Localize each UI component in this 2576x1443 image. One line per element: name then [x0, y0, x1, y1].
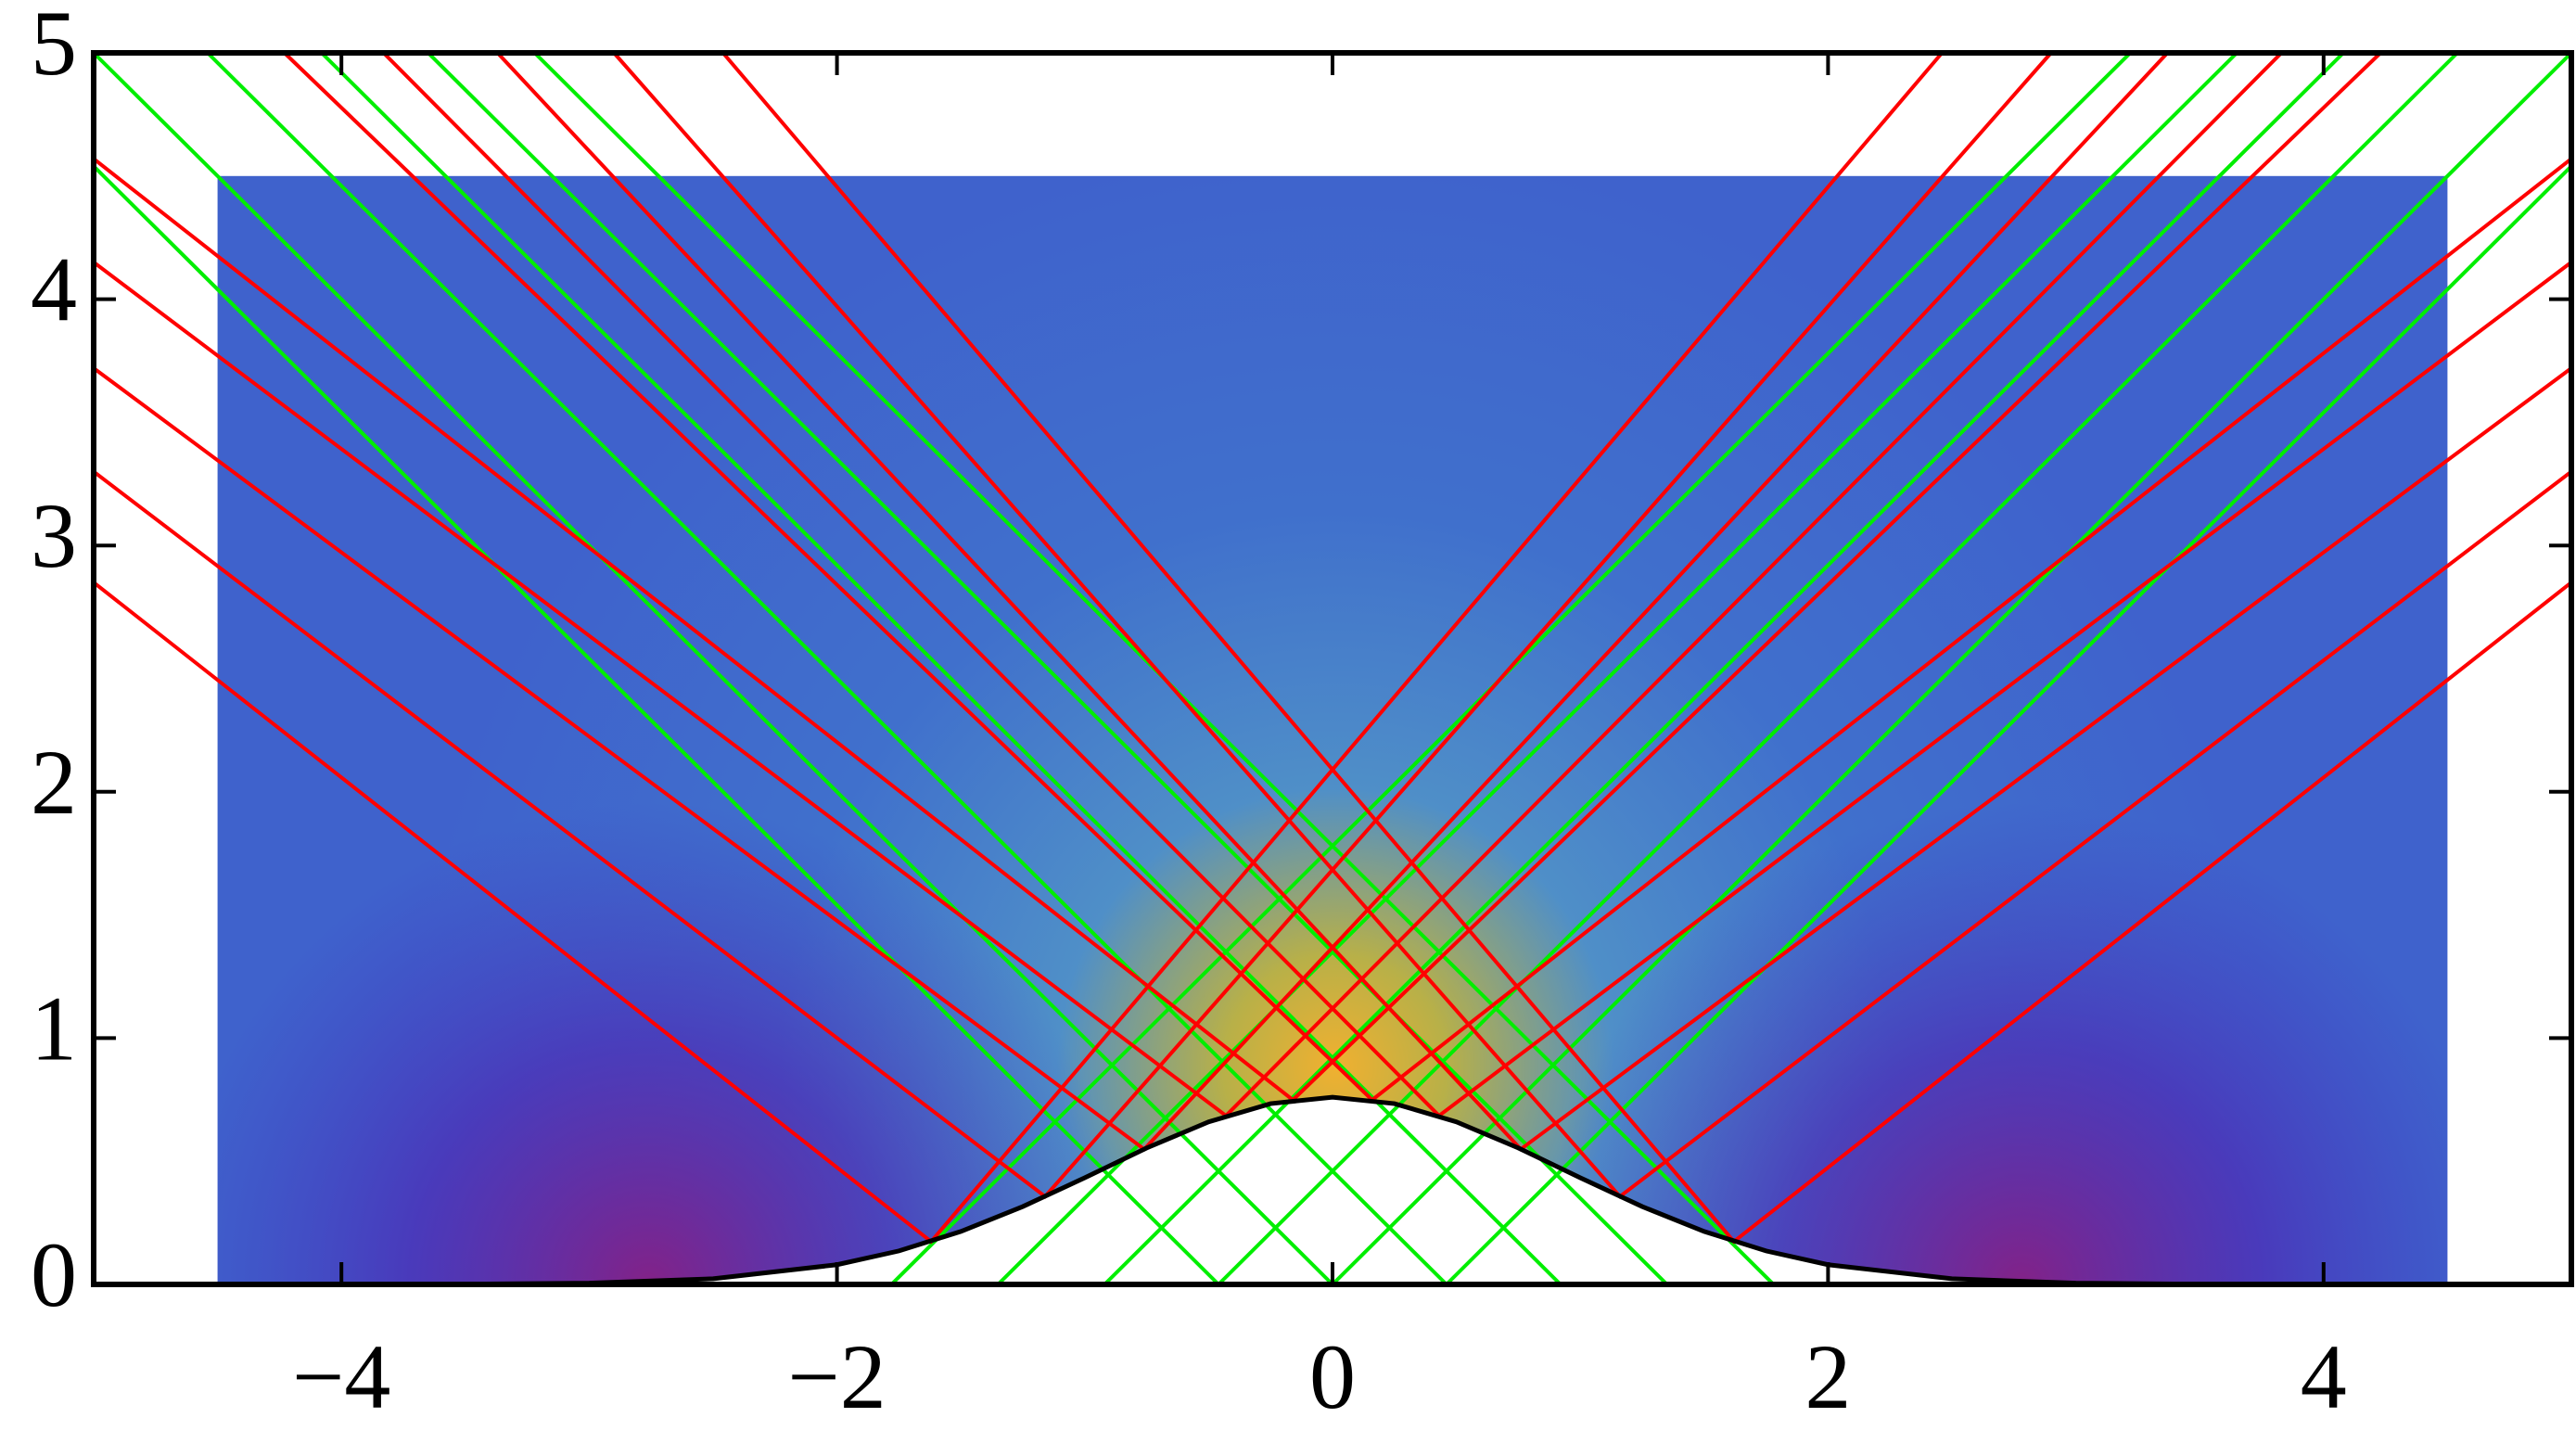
ray — [996, 51, 2238, 1286]
ray — [1331, 51, 2573, 1286]
ray — [206, 51, 1448, 1286]
y-tick-label: 5 — [31, 0, 77, 95]
x-tick-label: −4 — [292, 1325, 390, 1428]
ray — [1103, 51, 2345, 1286]
ray — [92, 51, 1334, 1286]
x-tick-label: 4 — [2301, 1325, 2347, 1428]
y-tick-label: 1 — [31, 977, 77, 1079]
ray — [92, 164, 1220, 1286]
x-tick-label: −2 — [787, 1325, 886, 1428]
y-tick-label: 4 — [31, 238, 77, 341]
surface-fill — [341, 1097, 2324, 1284]
y-tick-label: 2 — [31, 731, 77, 834]
y-tick-label: 0 — [31, 1223, 77, 1326]
ray — [1217, 51, 2459, 1286]
x-tick-label: 2 — [1804, 1325, 1851, 1428]
y-tick-label: 3 — [31, 484, 77, 587]
ray — [427, 51, 1669, 1286]
x-tick-label: 0 — [1309, 1325, 1356, 1428]
ray — [1445, 164, 2573, 1286]
ray — [320, 51, 1562, 1286]
